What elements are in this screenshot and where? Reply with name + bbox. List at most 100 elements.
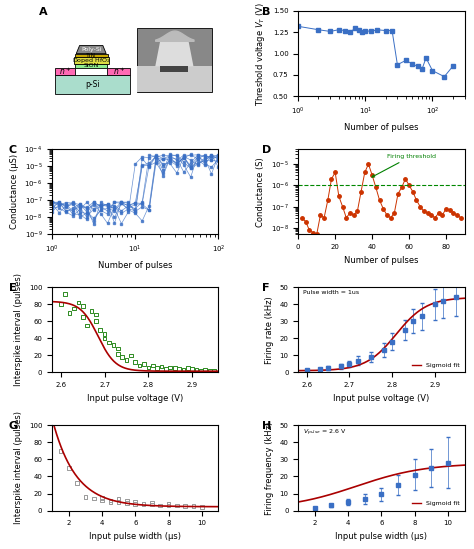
Point (188, 365, 196, 373)
Point (165, 501, 173, 510)
Point (197, 366, 205, 375)
X-axis label: Input pulse voltage (V): Input pulse voltage (V) (87, 394, 183, 403)
Point (79, 301, 87, 310)
Point (57, 446, 64, 455)
Point (162, 365, 170, 373)
Text: H: H (262, 421, 271, 431)
Point (198, 503, 206, 512)
Point (140, 500, 147, 508)
Point (201, 366, 209, 374)
Point (182, 502, 189, 511)
Point (98, 496, 106, 505)
Text: $n^+$: $n^+$ (59, 65, 72, 77)
X-axis label: Input pulse width (μs): Input pulse width (μs) (336, 532, 428, 541)
Text: E: E (9, 283, 17, 293)
Point (180, 366, 187, 374)
Point (109, 341, 117, 350)
Text: F: F (262, 283, 269, 293)
Point (118, 352, 126, 361)
Point (115, 494, 122, 503)
Point (105, 338, 113, 347)
Text: B: B (262, 7, 270, 16)
Text: TiN: TiN (86, 53, 96, 58)
Point (131, 497, 139, 506)
Point (171, 364, 178, 373)
Bar (55, 75, 130, 94)
Point (97, 326, 104, 334)
X-axis label: Number of pulses: Number of pulses (344, 123, 419, 132)
Legend: Sigmoid fit: Sigmoid fit (411, 500, 461, 507)
Text: G: G (9, 421, 18, 431)
Point (62, 290, 69, 299)
Y-axis label: Interspike interval (pulses): Interspike interval (pulses) (14, 273, 23, 386)
Point (83, 321, 91, 330)
Point (101, 334, 109, 343)
Point (123, 497, 131, 506)
Point (154, 364, 161, 373)
Point (90, 494, 98, 503)
Y-axis label: Threshold voltage $V_T$ (V): Threshold voltage $V_T$ (V) (254, 2, 267, 105)
Text: $V_{pulse}$ = 2.6 V: $V_{pulse}$ = 2.6 V (303, 428, 347, 438)
Point (145, 363, 152, 372)
Point (115, 497, 122, 506)
Point (79, 312, 87, 321)
Legend: Sigmoid fit: Sigmoid fit (411, 361, 461, 369)
Text: C: C (9, 145, 17, 155)
Point (148, 500, 155, 509)
Point (184, 364, 191, 373)
Point (148, 498, 155, 507)
Point (73, 479, 81, 488)
Point (175, 365, 183, 373)
Point (88, 307, 95, 316)
Point (70, 304, 78, 313)
Y-axis label: Firing frequency (kHz): Firing frequency (kHz) (265, 421, 274, 514)
Point (166, 363, 174, 372)
Bar (74, 58, 109, 64)
Point (57, 300, 64, 309)
Point (193, 366, 201, 374)
Point (92, 317, 100, 326)
Point (140, 360, 148, 368)
Text: $n^+$: $n^+$ (112, 65, 125, 77)
Point (114, 349, 121, 358)
X-axis label: Number of pulses: Number of pulses (98, 261, 173, 270)
Bar (55, 68, 75, 75)
Y-axis label: Conductance (S): Conductance (S) (256, 157, 265, 227)
Point (131, 500, 139, 508)
Point (206, 366, 213, 375)
Y-axis label: Firing rate (kHz): Firing rate (kHz) (265, 296, 274, 363)
Bar (137, 28, 212, 92)
Point (114, 344, 121, 353)
Point (82, 492, 89, 501)
Text: SiON: SiON (83, 63, 99, 68)
Point (65, 463, 73, 472)
Polygon shape (155, 41, 193, 66)
Point (165, 500, 173, 508)
Point (123, 355, 130, 364)
Text: D: D (262, 145, 271, 155)
Point (74, 298, 82, 307)
Y-axis label: Interspike interval (pulses): Interspike interval (pulses) (14, 411, 23, 524)
X-axis label: Number of pulses: Number of pulses (344, 256, 419, 265)
Bar (137, 66, 212, 92)
Point (101, 330, 109, 339)
Text: A: A (39, 7, 47, 16)
Bar (107, 68, 130, 75)
Point (66, 309, 73, 317)
Point (92, 310, 100, 319)
Point (190, 502, 197, 511)
Bar (160, 66, 189, 71)
Point (123, 498, 131, 507)
X-axis label: Input pulse width (μs): Input pulse width (μs) (89, 532, 181, 541)
Text: Poly-Si: Poly-Si (81, 47, 101, 52)
Text: Pulse width = 1us: Pulse width = 1us (303, 290, 359, 295)
Point (158, 362, 165, 371)
Text: Firing threshold: Firing threshold (372, 154, 436, 177)
Bar (74, 54, 108, 58)
Point (149, 361, 156, 370)
Point (131, 358, 139, 367)
Y-axis label: Conductance (μS): Conductance (μS) (10, 154, 19, 229)
Point (210, 366, 218, 375)
Polygon shape (76, 46, 106, 54)
Point (173, 501, 181, 510)
